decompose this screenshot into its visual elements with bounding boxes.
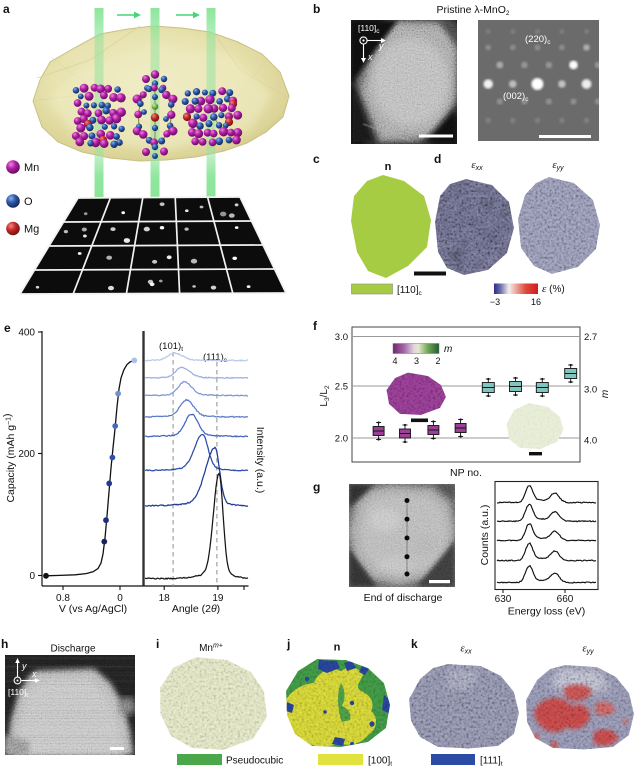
svg-text:0: 0 xyxy=(29,571,35,582)
svg-text:m: m xyxy=(444,344,452,355)
svg-text:εxx: εxx xyxy=(460,643,472,656)
svg-text:400: 400 xyxy=(18,328,35,339)
svg-text:εyy: εyy xyxy=(552,159,564,172)
svg-text:660: 660 xyxy=(557,594,574,605)
svg-text:18: 18 xyxy=(159,593,171,604)
svg-text:x: x xyxy=(367,52,373,62)
svg-text:k: k xyxy=(411,637,418,651)
svg-text:[110]t: [110]t xyxy=(8,687,28,699)
svg-text:b: b xyxy=(313,2,320,16)
svg-text:[110]c: [110]c xyxy=(397,285,423,297)
svg-text:200: 200 xyxy=(18,449,35,460)
svg-text:Angle (2θ): Angle (2θ) xyxy=(172,603,220,615)
svg-text:y: y xyxy=(21,661,27,671)
svg-text:Discharge: Discharge xyxy=(50,644,95,655)
svg-text:(101)t: (101)t xyxy=(159,341,183,353)
svg-text:d: d xyxy=(434,152,441,166)
svg-text:g: g xyxy=(313,480,320,494)
svg-text:n: n xyxy=(334,642,341,654)
svg-text:m: m xyxy=(600,390,611,398)
svg-text:εxx: εxx xyxy=(471,159,483,172)
svg-text:2.0: 2.0 xyxy=(335,434,348,445)
svg-text:Energy loss (eV): Energy loss (eV) xyxy=(508,606,586,618)
svg-text:Pseudocubic: Pseudocubic xyxy=(226,756,283,767)
svg-text:V (vs Ag/AgCl): V (vs Ag/AgCl) xyxy=(59,603,127,615)
svg-text:Mn: Mn xyxy=(24,162,39,174)
svg-text:y: y xyxy=(378,41,384,51)
svg-text:3.0: 3.0 xyxy=(335,332,348,343)
svg-text:[100]t: [100]t xyxy=(368,756,392,767)
svg-text:2.5: 2.5 xyxy=(335,382,348,393)
svg-text:630: 630 xyxy=(495,594,512,605)
svg-text:a: a xyxy=(3,2,10,16)
svg-text:3.0: 3.0 xyxy=(584,385,597,396)
svg-text:Mg: Mg xyxy=(24,224,39,236)
svg-text:Counts (a.u.): Counts (a.u.) xyxy=(479,505,491,566)
svg-text:2.7: 2.7 xyxy=(584,332,597,343)
svg-text:4: 4 xyxy=(392,356,397,366)
svg-text:End of discharge: End of discharge xyxy=(364,592,443,604)
svg-text:εyy: εyy xyxy=(582,643,594,656)
svg-text:i: i xyxy=(156,637,159,651)
svg-text:c: c xyxy=(313,152,320,166)
svg-text:Pristine λ-MnO2: Pristine λ-MnO2 xyxy=(436,4,509,17)
svg-text:f: f xyxy=(313,319,318,333)
svg-text:ε (%): ε (%) xyxy=(542,283,565,295)
svg-text:n: n xyxy=(385,161,392,173)
svg-text:3: 3 xyxy=(414,356,419,366)
svg-text:[111]t: [111]t xyxy=(480,756,503,767)
svg-text:16: 16 xyxy=(531,297,541,307)
svg-text:(220)c: (220)c xyxy=(525,34,551,46)
svg-text:Mnm+: Mnm+ xyxy=(199,643,223,655)
svg-text:NP no.: NP no. xyxy=(450,467,482,479)
svg-text:h: h xyxy=(1,637,8,651)
svg-text:(002)c: (002)c xyxy=(503,91,529,103)
svg-text:x: x xyxy=(31,669,37,679)
svg-text:Intensity (a.u.): Intensity (a.u.) xyxy=(254,427,266,494)
svg-text:j: j xyxy=(286,637,290,651)
svg-text:Capacity (mAh g−1): Capacity (mAh g−1) xyxy=(2,413,18,502)
svg-text:L3/L2: L3/L2 xyxy=(319,385,331,407)
svg-text:0: 0 xyxy=(117,593,123,604)
svg-text:19: 19 xyxy=(212,593,224,604)
svg-text:e: e xyxy=(4,321,11,335)
svg-text:[110]c: [110]c xyxy=(358,23,380,35)
svg-text:O: O xyxy=(24,196,33,208)
svg-text:4.0: 4.0 xyxy=(584,436,597,447)
svg-text:0.8: 0.8 xyxy=(56,593,70,604)
svg-text:2: 2 xyxy=(435,356,440,366)
svg-text:−3: −3 xyxy=(490,297,500,307)
